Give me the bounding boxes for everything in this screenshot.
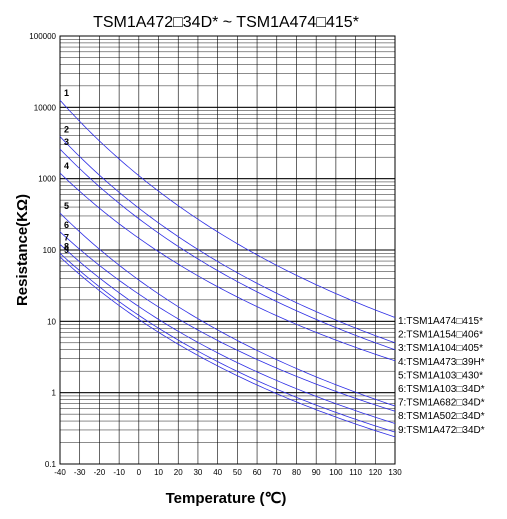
legend-item-9: 9:TSM1A472□34D* — [398, 425, 485, 436]
legend: 1:TSM1A474□415* 2:TSM1A154□406* 3:TSM1A104… — [398, 316, 485, 436]
x-tick-label: 60 — [253, 468, 262, 477]
legend-item-7: 7:TSM1A682□34D* — [398, 398, 485, 409]
series-line-9 — [59, 256, 396, 438]
x-tick-labels: -40 -30 -20 -10 0 10 20 30 40 50 60 70 80 90 100 110 120… — [54, 468, 402, 477]
x-tick-label: 120 — [369, 468, 383, 477]
x-tick-label: 70 — [272, 468, 281, 477]
series-number-6: 6 — [64, 220, 69, 230]
y-tick-label: 10 — [47, 317, 56, 326]
x-tick-label: -30 — [74, 468, 86, 477]
legend-item-8: 8:TSM1A502□34D* — [398, 411, 485, 422]
x-tick-label: 20 — [174, 468, 183, 477]
series-number-4: 4 — [64, 161, 69, 171]
x-tick-label: 0 — [137, 468, 142, 477]
legend-item-5: 5:TSM1A103□430* — [398, 370, 483, 381]
x-axis-label: Temperature (℃) — [166, 490, 287, 507]
legend-item-1: 1:TSM1A474□415* — [398, 316, 483, 327]
series-lines — [59, 99, 396, 438]
x-tick-label: -20 — [94, 468, 106, 477]
y-tick-label: 100 — [43, 246, 57, 255]
legend-item-3: 3:TSM1A104□405* — [398, 343, 483, 354]
series-line-1 — [59, 99, 396, 318]
series-number-3: 3 — [64, 137, 69, 147]
series-number-labels: 1 2 3 4 5 6 789 — [64, 88, 69, 255]
series-line-4 — [59, 172, 396, 362]
legend-item-6: 6:TSM1A103□34D* — [398, 384, 485, 395]
series-number-7: 7 — [64, 232, 69, 242]
legend-item-2: 2:TSM1A154□406* — [398, 330, 483, 341]
y-tick-label: 1 — [52, 389, 57, 398]
legend-item-4: 4:TSM1A473□39H* — [398, 357, 485, 368]
x-tick-label: 80 — [292, 468, 301, 477]
x-tick-label: 40 — [213, 468, 222, 477]
series-line-8 — [59, 252, 396, 433]
series-line-7 — [59, 244, 396, 424]
x-tick-label: 100 — [329, 468, 343, 477]
series-number-1: 1 — [64, 88, 69, 98]
y-tick-label: 1000 — [38, 175, 56, 184]
y-tick-labels: 0.1 1 10 100 1000 10000 100000 — [29, 32, 56, 469]
y-tick-label: 100000 — [29, 32, 56, 41]
x-tick-label: -10 — [113, 468, 125, 477]
y-tick-label: 10000 — [34, 103, 57, 112]
series-line-5 — [59, 212, 396, 407]
x-tick-label: 130 — [388, 468, 402, 477]
x-tick-label: 110 — [349, 468, 362, 477]
plot-frame — [59, 35, 396, 465]
series-line-2 — [59, 136, 396, 344]
x-tick-label: 30 — [193, 468, 202, 477]
x-tick-label: 90 — [312, 468, 321, 477]
x-tick-label: 10 — [154, 468, 163, 477]
chart-title: TSM1A472□34D* ~ TSM1A474□415* — [93, 14, 359, 31]
series-line-6 — [59, 231, 396, 412]
x-tick-label: -40 — [54, 468, 66, 477]
series-line-3 — [59, 148, 396, 351]
grid — [59, 35, 396, 465]
series-number-5: 5 — [64, 201, 69, 211]
y-axis-label: Resistance(KΩ) — [14, 194, 31, 306]
series-number-8: 8 — [64, 241, 69, 251]
series-number-2: 2 — [64, 125, 69, 135]
y-tick-label: 0.1 — [45, 460, 57, 469]
series-number-9: 9 — [64, 245, 69, 255]
x-tick-label: 50 — [233, 468, 242, 477]
